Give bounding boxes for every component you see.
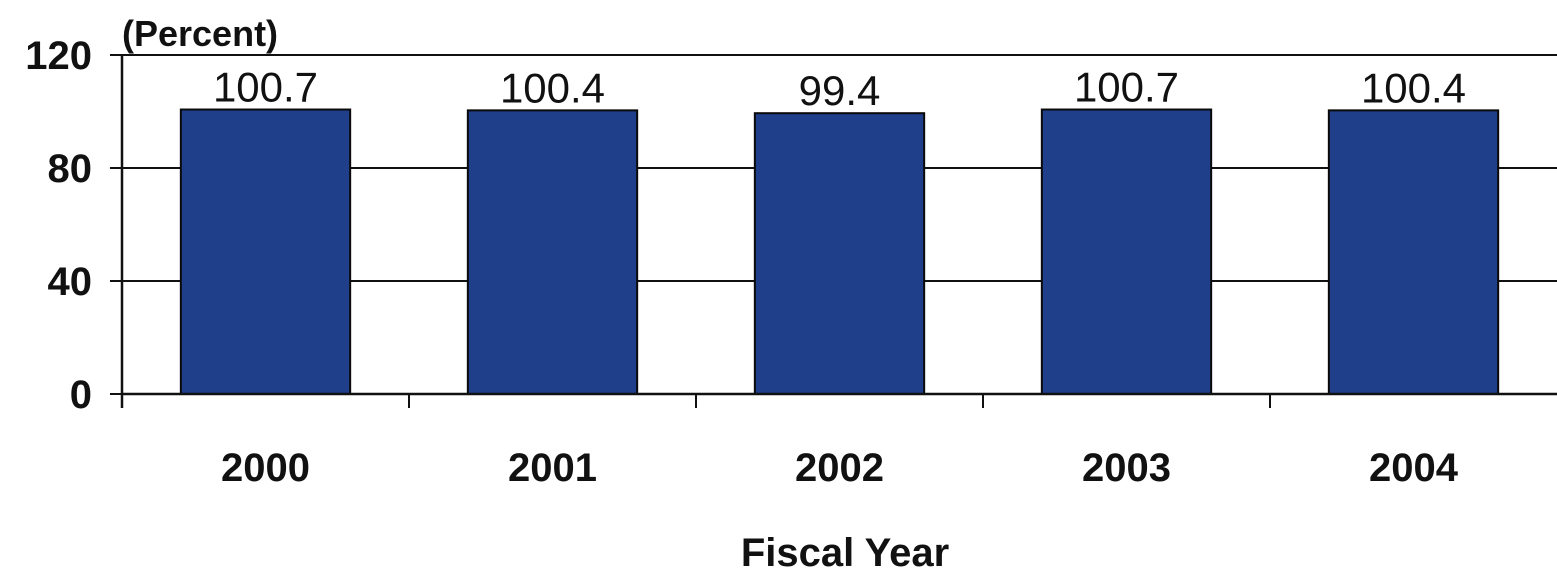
data-label-2002: 99.4 [799,67,881,114]
x-axis-title: Fiscal Year [741,531,949,569]
y-tick-label: 0 [70,373,92,417]
bar-2001 [466,109,639,396]
y-tick-label: 40 [48,260,93,304]
y-tick-label: 120 [25,34,92,78]
x-tick-label-2003: 2003 [1082,446,1171,490]
data-label-2003: 100.7 [1074,64,1179,111]
data-label-2000: 100.7 [213,64,318,111]
labels-group: 0 40 80 120 100.7 2000 100.4 2001 99.4 2002 100.7 2… [25,34,1466,490]
bars-group [179,108,1500,396]
x-tick-label-2001: 2001 [508,446,597,490]
bar-2000 [179,108,352,396]
bar-2003 [1040,108,1213,396]
x-tick-label-2002: 2002 [795,446,884,490]
x-tick-label-2000: 2000 [221,446,310,490]
x-tick-label-2004: 2004 [1369,446,1459,490]
y-tick-label: 80 [48,147,93,191]
y-unit-label: (Percent) [122,13,278,54]
data-label-2004: 100.4 [1361,64,1466,111]
axes-group [110,54,1557,408]
bar-2004 [1327,109,1500,396]
data-label-2001: 100.4 [500,64,605,111]
bar-2002 [753,112,926,395]
